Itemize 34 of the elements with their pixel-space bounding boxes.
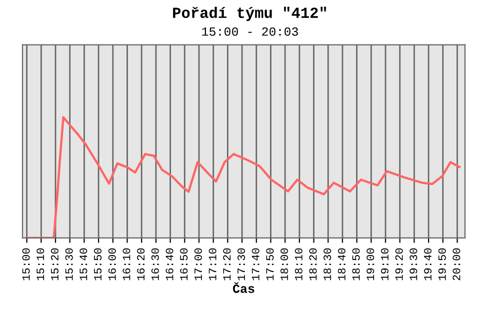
x-tick-label: 16:20 <box>137 248 145 280</box>
x-tick-label: 18:00 <box>280 248 288 280</box>
x-tick-label: 17:40 <box>252 248 260 280</box>
x-tick-label: 16:40 <box>166 248 174 280</box>
chart-title: Pořadí týmu "412" <box>173 6 326 22</box>
x-tick-label: 19:10 <box>380 248 388 280</box>
x-tick-label: 15:10 <box>36 248 44 280</box>
x-tick-label: 17:00 <box>194 248 202 280</box>
x-tick-label: 18:50 <box>352 248 360 280</box>
x-tick-label: 15:40 <box>80 248 88 280</box>
x-tick-label: 16:30 <box>151 248 159 280</box>
x-tick-label: 18:40 <box>338 248 346 280</box>
x-tick-label: 16:00 <box>108 248 116 280</box>
x-tick-label: 17:50 <box>266 248 274 280</box>
x-tick-label: 16:10 <box>122 248 130 280</box>
chart-subtitle: 15:00 - 20:03 <box>202 27 298 36</box>
x-tick-label: 17:20 <box>223 248 231 280</box>
x-axis-title: Čas <box>232 282 254 293</box>
x-tick-label: 15:20 <box>50 248 58 280</box>
x-tick-label: 16:50 <box>180 248 188 280</box>
x-tick-label: 15:00 <box>22 248 30 280</box>
x-tick-label: 19:30 <box>410 248 418 280</box>
x-tick-label: 18:20 <box>309 248 317 280</box>
x-tick-label: 15:50 <box>94 248 102 280</box>
x-tick-label: 19:00 <box>366 248 374 280</box>
x-tick-label: 20:00 <box>452 248 460 280</box>
x-tick-label: 18:10 <box>294 248 302 280</box>
x-tick-label: 18:30 <box>324 248 332 280</box>
x-tick-label: 19:20 <box>395 248 403 280</box>
x-tick-label: 17:10 <box>208 248 216 280</box>
x-tick-label: 19:50 <box>438 248 446 280</box>
x-tick-label: 19:40 <box>424 248 432 280</box>
x-tick-label: 17:30 <box>237 248 246 280</box>
x-tick-label: 15:30 <box>65 248 73 280</box>
